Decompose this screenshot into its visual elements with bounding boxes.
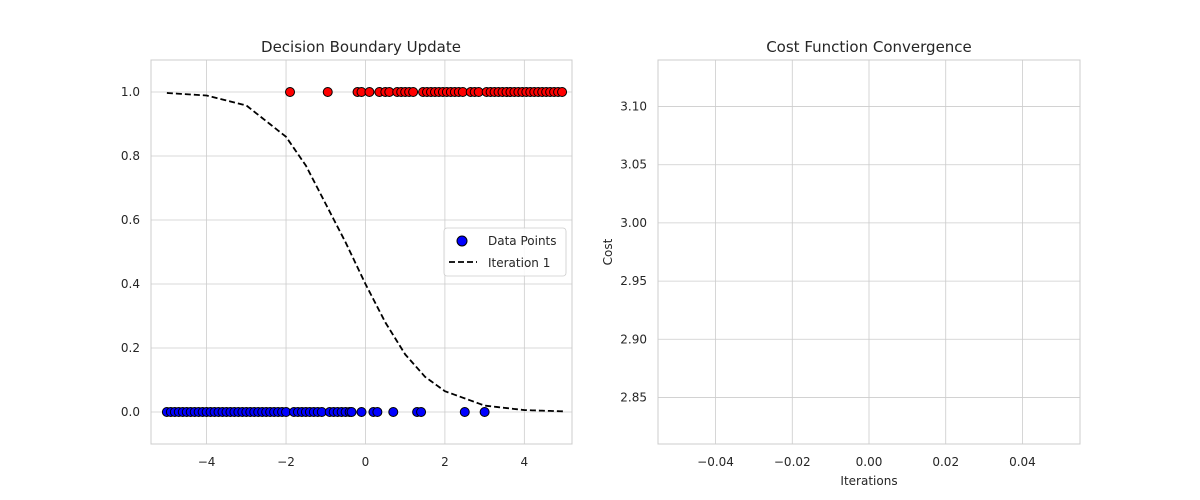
y-tick-label: 0.6	[121, 213, 140, 227]
x-tick-label: −0.02	[774, 455, 811, 469]
y-tick-label: 0.2	[121, 341, 140, 355]
decision-boundary-chart: Decision Boundary Update −4 −2 0 2 4 0.00.20…	[121, 38, 573, 469]
plot-area-frame	[150, 59, 573, 445]
x-tick-label: 0	[362, 455, 370, 469]
legend-box	[443, 227, 567, 277]
data-point-class-1	[285, 87, 296, 97]
data-point-class-0	[356, 407, 367, 417]
x-tick-label: −4	[198, 455, 216, 469]
data-point-class-1	[322, 87, 333, 97]
y-tick-label: 2.90	[620, 332, 647, 346]
x-tick-label: 0.00	[856, 455, 883, 469]
y-tick-labels: 0.0 0.2 0.4 0.6 0.8 1.0	[121, 85, 140, 419]
y-tick-label: 0.8	[121, 149, 140, 163]
legend-label-data-points: Data Points	[488, 234, 557, 248]
y-tick-label: 3.00	[620, 216, 647, 230]
data-point-class-0	[459, 407, 470, 417]
y-axis-label: Cost	[601, 238, 615, 265]
legend-marker-data-points	[456, 235, 468, 247]
y-tick-label: 2.95	[620, 274, 647, 288]
chart-title: Decision Boundary Update	[261, 38, 461, 56]
x-axis-label: Iterations	[840, 474, 897, 488]
y-tick-labels: 2.85 2.90 2.95 3.00 3.05 3.10	[620, 100, 647, 405]
data-point-class-0	[416, 407, 427, 417]
data-point-class-1	[364, 87, 375, 97]
data-point-class-0	[388, 407, 399, 417]
data-point-class-0	[479, 407, 490, 417]
data-points	[161, 87, 568, 417]
x-tick-labels: −4 −2 0 2 4	[198, 455, 528, 469]
y-tick-label: 2.85	[620, 390, 647, 404]
y-tick-label: 3.05	[620, 158, 647, 172]
x-tick-label: 0.02	[932, 455, 959, 469]
y-tick-label: 1.0	[121, 85, 140, 99]
data-point-class-1	[557, 87, 568, 97]
legend-label-iteration: Iteration 1	[488, 256, 550, 270]
y-tick-label: 0.4	[121, 277, 140, 291]
data-point-class-0	[372, 407, 383, 417]
chart-title: Cost Function Convergence	[766, 38, 972, 56]
x-tick-label: 0.04	[1009, 455, 1036, 469]
grid-lines	[658, 60, 1080, 444]
data-point-class-0	[346, 407, 357, 417]
plot-area-frame	[657, 59, 1081, 445]
x-tick-label: 2	[441, 455, 449, 469]
legend: Data Points Iteration 1	[443, 227, 567, 277]
y-tick-label: 3.10	[620, 100, 647, 114]
x-tick-label: −2	[277, 455, 295, 469]
cost-convergence-chart: Cost Function Convergence −0.04 −0.02 0.00…	[601, 38, 1081, 488]
y-tick-label: 0.0	[121, 405, 140, 419]
boundary-curve	[166, 92, 565, 413]
x-tick-label: −0.04	[697, 455, 734, 469]
x-tick-labels: −0.04 −0.02 0.00 0.02 0.04	[697, 455, 1036, 469]
data-point-class-1	[408, 87, 419, 97]
x-tick-label: 4	[521, 455, 529, 469]
